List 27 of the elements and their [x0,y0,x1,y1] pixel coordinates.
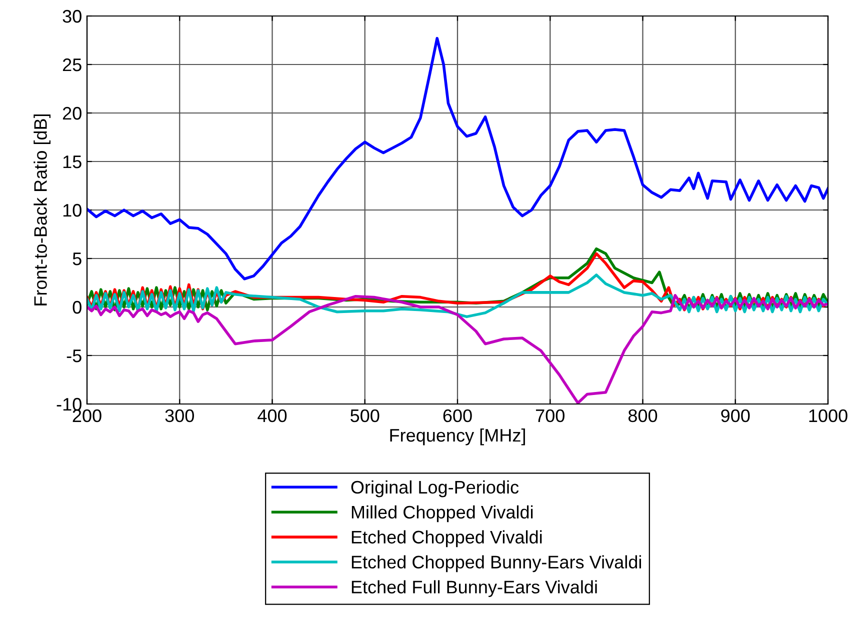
x-tick-label: 600 [443,409,472,422]
y-tick-label: 5 [72,252,82,266]
x-tick-label: 200 [72,409,102,422]
y-tick-label: 15 [63,156,82,168]
legend-label: Etched Full Bunny-Ears Vivaldi [352,580,597,598]
y-tick-label: -10 [56,398,82,411]
y-tick-label: 0 [72,300,82,314]
y-tick-label: 20 [62,106,82,120]
line-series [87,36,828,280]
legend-label: Etched Chopped Bunny-Ears Vivaldi [352,555,641,572]
y-tick-label: 30 [62,10,82,23]
y-tick-label: -5 [66,350,82,362]
x-tick-label: 900 [721,409,750,422]
legend-label: Etched Chopped Vivaldi [352,530,542,548]
x-tick-label: 1000 [809,409,848,422]
line-series [87,274,828,318]
x-tick-label: 700 [536,409,564,422]
legend-label: Original Log-Periodic [351,480,519,498]
x-tick-label: 800 [628,409,658,422]
y-tick-label: 10 [63,204,82,217]
x-tick-label: 300 [165,409,194,422]
x-tick-label: 500 [350,409,380,422]
legend-label: Milled Chopped Vivaldi [352,505,533,522]
x-axis-title: Frequency [MHz] [390,428,525,446]
x-tick-label: 400 [258,409,287,422]
y-axis-title: Front-to-Back Ratio [dB] [34,114,50,306]
y-tick-label: 25 [62,58,82,72]
